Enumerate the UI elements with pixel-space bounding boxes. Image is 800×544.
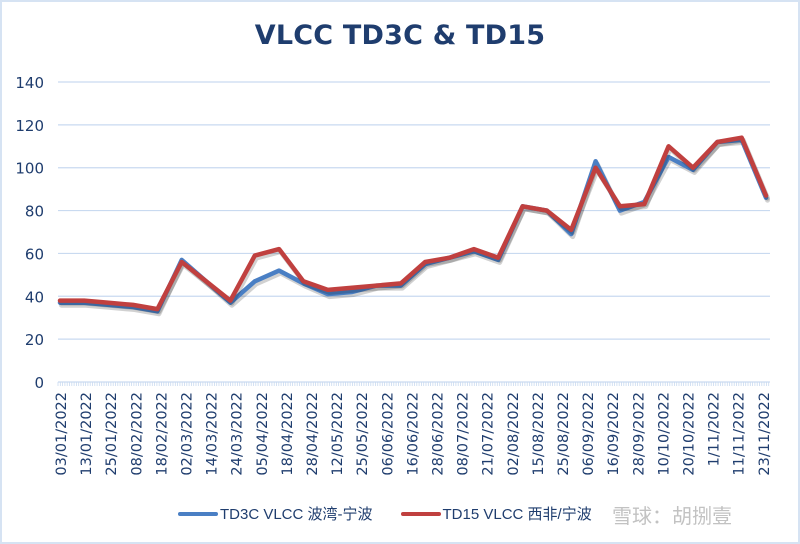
y-tick-label: 120 <box>15 117 44 135</box>
x-tick-label: 08/02/2022 <box>129 392 145 476</box>
legend-item-td3c[interactable]: TD3C VLCC 波湾-宁波 <box>178 503 373 524</box>
x-tick-label: 10/10/2022 <box>656 392 672 476</box>
x-tick-label: 12/05/2022 <box>330 392 346 476</box>
x-tick-label: 28/06/2022 <box>431 392 447 476</box>
y-tick-label: 140 <box>15 74 44 92</box>
x-tick-label: 25/01/2022 <box>104 392 120 476</box>
chart-legend: TD3C VLCC 波湾-宁波 TD15 VLCC 西非/宁波 <box>178 503 620 524</box>
watermark: 雪球：胡捌壹 <box>612 504 732 528</box>
y-tick-label: 20 <box>25 331 44 349</box>
x-tick-label: 08/07/2022 <box>456 392 472 476</box>
x-tick-label: 28/09/2022 <box>631 392 647 476</box>
x-tick-label: 05/04/2022 <box>255 392 271 476</box>
legend-item-td15[interactable]: TD15 VLCC 西非/宁波 <box>400 503 592 524</box>
x-tick-label: 03/01/2022 <box>54 392 70 476</box>
x-tick-label: 28/04/2022 <box>305 392 321 476</box>
x-tick-label: 14/03/2022 <box>205 392 221 476</box>
legend-label-td15: TD15 VLCC 西非/宁波 <box>442 506 592 523</box>
x-tick-label: 16/09/2022 <box>606 392 622 476</box>
x-tick-label: 20/10/2022 <box>682 392 698 476</box>
x-tick-label: 24/03/2022 <box>230 392 246 476</box>
x-tick-label: 23/11/2022 <box>757 392 773 476</box>
y-tick-label: 40 <box>25 288 44 306</box>
x-tick-label: 16/06/2022 <box>405 392 421 476</box>
y-tick-label: 0 <box>34 374 44 392</box>
x-tick-label: 02/03/2022 <box>180 392 196 476</box>
y-tick-label: 100 <box>15 160 44 178</box>
x-tick-label: 1/11/2022 <box>707 392 723 466</box>
chart-title: VLCC TD3C & TD15 <box>254 20 546 51</box>
x-tick-label: 06/09/2022 <box>581 392 597 476</box>
x-tick-label: 02/08/2022 <box>506 392 522 476</box>
x-tick-label: 15/08/2022 <box>531 392 547 476</box>
x-tick-label: 06/06/2022 <box>380 392 396 476</box>
legend-label-td3c: TD3C VLCC 波湾-宁波 <box>220 506 373 523</box>
y-tick-label: 80 <box>25 203 44 221</box>
x-tick-label: 25/05/2022 <box>355 392 371 476</box>
series-line-td15 <box>57 135 769 312</box>
x-tick-label: 18/04/2022 <box>280 392 296 476</box>
x-tick-label: 13/01/2022 <box>79 392 95 476</box>
legend-swatch-td15 <box>400 511 441 516</box>
legend-swatch-td3c <box>178 511 218 516</box>
x-tick-label: 25/08/2022 <box>556 392 572 476</box>
x-tick-label: 11/11/2022 <box>732 392 748 476</box>
x-tick-label: 21/07/2022 <box>481 392 497 476</box>
x-tick-label: 18/02/2022 <box>154 392 170 476</box>
y-tick-label: 60 <box>25 245 44 263</box>
